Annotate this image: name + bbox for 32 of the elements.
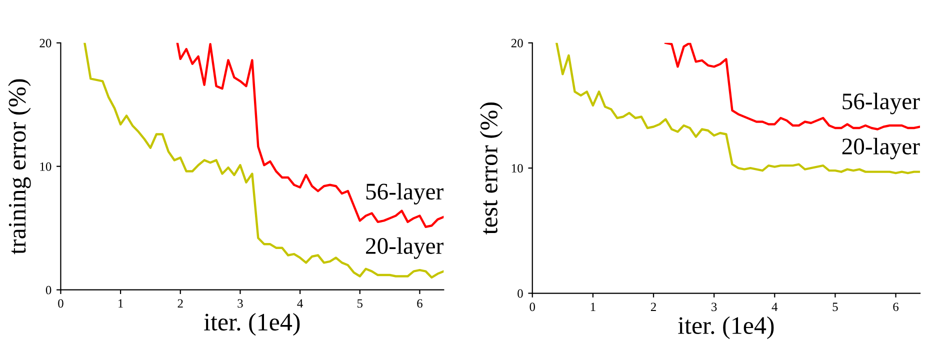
line-series	[176, 42, 444, 228]
x-tick-label: 6	[417, 299, 422, 308]
y-tick-label: 0	[518, 289, 523, 298]
x-axis-title: iter. (1e4)	[204, 312, 300, 336]
x-tick-label: 3	[238, 299, 243, 308]
series-label: 20-layer	[842, 138, 920, 160]
x-tick-label: 4	[772, 302, 778, 311]
x-tick-label: 2	[178, 299, 183, 308]
series-label: 56-layer	[366, 183, 444, 204]
y-tick-label: 20	[40, 38, 52, 48]
line-series	[84, 42, 444, 279]
x-tick-label: 5	[832, 302, 838, 312]
x-tick-label: 2	[650, 302, 656, 311]
x-tick-label: 3	[712, 302, 717, 312]
series-label: 20-layer	[366, 237, 444, 259]
y-axis-title: test error (%)	[480, 102, 503, 234]
line-series	[664, 42, 920, 130]
x-tick-label: 4	[297, 299, 303, 308]
x-tick-label: 0	[530, 302, 536, 312]
y-axis-title: training error (%)	[8, 79, 31, 254]
y-tick-label: 10	[40, 162, 52, 171]
x-tick-label: 1	[590, 302, 596, 311]
x-tick-label: 5	[357, 299, 363, 308]
x-tick-label: 1	[118, 299, 123, 308]
y-tick-label: 20	[511, 38, 523, 48]
y-tick-label: 0	[46, 286, 52, 294]
x-tick-label: 0	[58, 299, 64, 308]
x-axis-title: iter. (1e4)	[678, 316, 774, 340]
y-tick-label: 10	[512, 164, 523, 173]
line-series	[555, 42, 920, 174]
x-tick-label: 6	[893, 302, 899, 312]
series-label: 56-layer	[842, 92, 920, 114]
